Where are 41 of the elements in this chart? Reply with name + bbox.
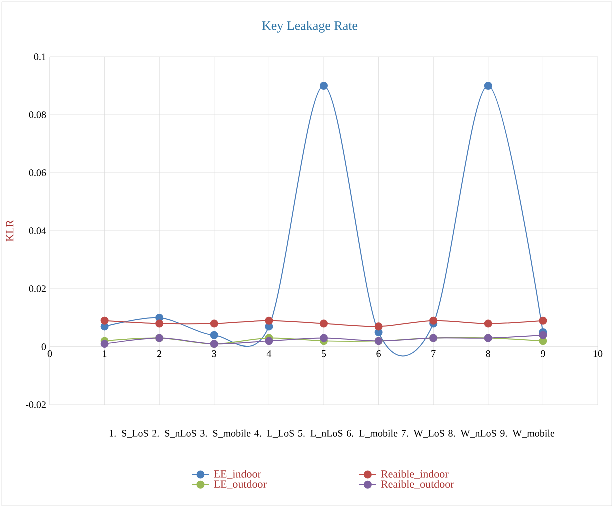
x-tick-label: 4 [266, 350, 272, 358]
point [320, 334, 328, 342]
point [265, 337, 274, 346]
x-tick-label: 2 [158, 350, 162, 358]
point [539, 316, 548, 325]
point [320, 82, 328, 90]
point [100, 340, 109, 348]
text: 1. S_LoS 2. S_nLoS 3. S_mobile 4. L_LoS 5. L_nLoS 6. L_mobile 7. W_LoS 8. W_nLoS 9. W_mobile [110, 430, 555, 438]
x-tick-label: 5 [322, 350, 326, 358]
point [484, 320, 492, 328]
y-tick-label: 0.06 [29, 170, 46, 176]
x-tick-label: 9 [541, 350, 546, 358]
y-tick-label: 0.1 [34, 54, 46, 60]
point [539, 331, 548, 340]
legend-label: Reaible_indoor [381, 470, 449, 480]
y-tick-label: 0 [42, 344, 46, 350]
point [484, 82, 492, 90]
point [210, 320, 218, 328]
point [210, 331, 218, 340]
legend-label: EE_outdoor [214, 480, 267, 490]
x-tick-label: 0 [48, 350, 52, 358]
x-tick-label: 6 [376, 350, 382, 358]
point [265, 316, 274, 325]
y-axis-title: KLR [6, 220, 14, 242]
y-tick-label: -0.02 [26, 402, 46, 408]
y-tick-label: 0.04 [29, 228, 46, 234]
point [430, 316, 438, 325]
y-tick-label: 0.08 [29, 112, 46, 118]
x-tick-label: 3 [212, 350, 217, 358]
point [156, 320, 164, 328]
point [374, 322, 383, 331]
x-tick-label: 1 [103, 350, 107, 358]
y-tick-label: 0.02 [29, 286, 46, 292]
legend-label: EE_indoor [214, 470, 262, 480]
x-tick-label: 10 [594, 350, 603, 358]
legend-label: Reaible_outdoor [381, 480, 454, 490]
x-tick-label: 7 [432, 350, 436, 358]
point [320, 320, 328, 328]
point [100, 316, 109, 325]
chart-title: Key Leakage Rate [262, 21, 358, 33]
x-tick-label: 8 [486, 350, 491, 358]
